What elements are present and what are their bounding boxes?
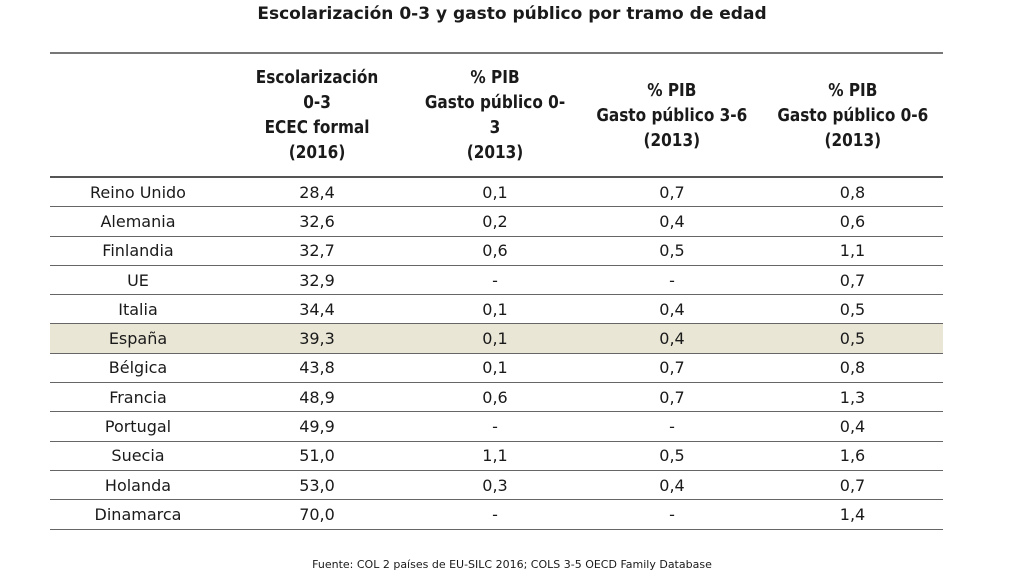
value-cell: 0,1 (408, 353, 582, 384)
table-row: Finlandia 32,7 0,6 0,5 1,1 (50, 236, 943, 266)
value-cell: - (582, 499, 762, 530)
value-cell: 48,9 (226, 382, 408, 413)
value-cell: 0,8 (762, 353, 943, 384)
value-cell: 0,7 (762, 470, 943, 501)
value-cell: 39,3 (226, 323, 408, 354)
table-row: España 39,3 0,1 0,4 0,5 (50, 323, 943, 354)
value-cell: 1,1 (408, 441, 582, 471)
value-cell: 32,9 (226, 265, 408, 296)
column-header: % PIB Gasto público 0-6 (2013) (762, 52, 943, 178)
value-cell: 0,7 (582, 382, 762, 413)
value-cell: 0,1 (408, 323, 582, 354)
value-cell: 49,9 (226, 411, 408, 442)
column-header-label: % PIB Gasto público 3-6 (2013) (596, 79, 748, 151)
value-cell: - (408, 499, 582, 530)
table-row: Francia 48,9 0,6 0,7 1,3 (50, 382, 943, 413)
value-cell: 32,7 (226, 236, 408, 266)
value-cell: 0,5 (762, 294, 943, 325)
country-cell: Suecia (50, 441, 226, 471)
header-row: Escolarización 0-3 ECEC formal (2016) % P… (50, 52, 943, 178)
country-cell: Reino Unido (50, 177, 226, 208)
value-cell: 0,3 (408, 470, 582, 501)
column-header-label: % PIB Gasto público 0-6 (2013) (777, 79, 928, 151)
value-cell: 0,4 (582, 470, 762, 501)
column-header (50, 52, 226, 178)
table-row: Bélgica 43,8 0,1 0,7 0,8 (50, 353, 943, 384)
country-cell: Alemania (50, 206, 226, 237)
value-cell: 0,4 (582, 206, 762, 237)
column-header: % PIB Gasto público 0-3 (2013) (408, 52, 582, 178)
value-cell: 51,0 (226, 441, 408, 471)
value-cell: 0,8 (762, 177, 943, 208)
table-row: UE 32,9- -0,7 (50, 265, 943, 296)
table-row: Portugal 49,9- -0,4 (50, 411, 943, 442)
column-header-label: % PIB Gasto público 0-3 (2013) (424, 67, 566, 163)
country-cell: Italia (50, 294, 226, 325)
country-cell: UE (50, 265, 226, 296)
value-cell: 34,4 (226, 294, 408, 325)
country-cell: Bélgica (50, 353, 226, 384)
country-cell: España (50, 323, 226, 354)
country-cell: Finlandia (50, 236, 226, 266)
value-cell: 0,2 (408, 206, 582, 237)
value-cell: 0,5 (762, 323, 943, 354)
table-row: Reino Unido 28,4 0,1 0,7 0,8 (50, 177, 943, 208)
table-title: Escolarización 0-3 y gasto público por t… (257, 4, 767, 24)
table-row: Italia 34,4 0,1 0,4 0,5 (50, 294, 943, 325)
value-cell: - (408, 411, 582, 442)
country-cell: Portugal (50, 411, 226, 442)
value-cell: 28,4 (226, 177, 408, 208)
value-cell: 0,4 (582, 294, 762, 325)
data-table: Escolarización 0-3 ECEC formal (2016) % P… (50, 52, 943, 530)
value-cell: 0,4 (762, 411, 943, 442)
column-header: Escolarización 0-3 ECEC formal (2016) (226, 52, 408, 178)
country-cell: Holanda (50, 470, 226, 501)
value-cell: 0,6 (408, 236, 582, 266)
value-cell: 0,6 (762, 206, 943, 237)
value-cell: 53,0 (226, 470, 408, 501)
value-cell: 1,1 (762, 236, 943, 266)
column-header: % PIB Gasto público 3-6 (2013) (582, 52, 762, 178)
column-header-label: Escolarización 0-3 ECEC formal (2016) (255, 67, 379, 163)
value-cell: 32,6 (226, 206, 408, 237)
table-row: Holanda 53,0 0,3 0,4 0,7 (50, 470, 943, 501)
value-cell: 0,7 (582, 177, 762, 208)
value-cell: 1,4 (762, 499, 943, 530)
value-cell: 0,5 (582, 236, 762, 266)
value-cell: - (408, 265, 582, 296)
value-cell: 0,5 (582, 441, 762, 471)
value-cell: 0,1 (408, 294, 582, 325)
value-cell: 1,3 (762, 382, 943, 413)
value-cell: 0,7 (582, 353, 762, 384)
country-cell: Dinamarca (50, 499, 226, 530)
value-cell: 1,6 (762, 441, 943, 471)
source-note: Fuente: COL 2 países de EU-SILC 2016; CO… (312, 558, 712, 571)
value-cell: 0,4 (582, 323, 762, 354)
table-row: Alemania 32,6 0,2 0,4 0,6 (50, 206, 943, 237)
value-cell: - (582, 265, 762, 296)
value-cell: - (582, 411, 762, 442)
value-cell: 0,1 (408, 177, 582, 208)
value-cell: 0,7 (762, 265, 943, 296)
country-cell: Francia (50, 382, 226, 413)
value-cell: 0,6 (408, 382, 582, 413)
value-cell: 70,0 (226, 499, 408, 530)
table-row: Dinamarca 70,0- -1,4 (50, 499, 943, 530)
table-row: Suecia 51,0 1,1 0,5 1,6 (50, 441, 943, 471)
value-cell: 43,8 (226, 353, 408, 384)
